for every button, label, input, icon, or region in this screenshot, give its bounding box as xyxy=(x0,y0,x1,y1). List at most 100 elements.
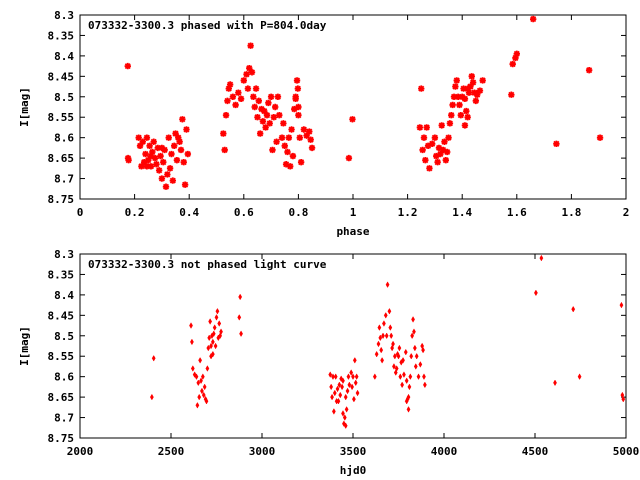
data-point xyxy=(200,387,204,395)
data-point xyxy=(529,15,537,23)
data-point xyxy=(138,163,145,170)
x-tick-label: 0.8 xyxy=(288,206,308,219)
data-point xyxy=(472,97,480,105)
y-tick-label: 8.45 xyxy=(48,309,75,322)
data-point xyxy=(411,316,415,323)
data-point xyxy=(237,95,245,103)
data-point xyxy=(539,254,544,262)
data-point xyxy=(353,379,358,387)
y-tick-label: 8.3 xyxy=(54,248,74,261)
data-point xyxy=(213,342,218,350)
data-point xyxy=(147,163,155,170)
data-point xyxy=(406,406,411,413)
data-point xyxy=(418,85,425,92)
data-point xyxy=(202,383,207,391)
data-point xyxy=(398,373,403,380)
data-point xyxy=(392,352,397,360)
data-point xyxy=(342,420,346,427)
data-point xyxy=(400,381,405,389)
data-point xyxy=(259,118,267,125)
x-axis-ticks: 0 0.2 0.4 0.6 0.8 1 1.2 1.4 1.6 1.8 2 xyxy=(77,15,629,219)
data-point xyxy=(350,383,354,391)
data-point xyxy=(211,330,216,338)
data-point xyxy=(157,152,164,160)
x-tick-label: 0.2 xyxy=(125,206,145,219)
data-point xyxy=(248,69,256,76)
data-point xyxy=(239,330,243,338)
phased-light-curve-panel: 073332-3300.3 phased with P=804.0day pha… xyxy=(18,9,629,238)
data-point xyxy=(135,134,142,141)
data-point xyxy=(288,126,295,133)
y-axis-label: I[mag] xyxy=(18,326,31,366)
data-point xyxy=(416,373,421,380)
data-point xyxy=(423,381,427,389)
unphased-light-curve-panel: 073332-3300.3 not phased light curve hjd… xyxy=(18,248,639,477)
data-point xyxy=(571,305,576,313)
data-point xyxy=(179,116,186,123)
data-point xyxy=(282,161,290,168)
data-point xyxy=(342,414,347,421)
data-point xyxy=(255,97,263,105)
data-point xyxy=(414,352,419,360)
y-tick-label: 8.75 xyxy=(48,193,75,206)
data-point xyxy=(407,383,412,391)
data-point xyxy=(243,71,250,78)
y-tick-label: 8.7 xyxy=(54,173,74,186)
data-point xyxy=(149,148,156,156)
data-point xyxy=(265,99,272,107)
data-point xyxy=(431,134,439,141)
data-point xyxy=(295,111,302,119)
data-point xyxy=(408,373,413,380)
data-point xyxy=(158,175,166,182)
data-point xyxy=(421,346,425,354)
data-point xyxy=(352,357,357,364)
data-point xyxy=(296,134,303,141)
data-point xyxy=(306,128,313,135)
data-point xyxy=(139,138,146,145)
y-tick-label: 8.5 xyxy=(54,91,74,104)
data-point xyxy=(464,114,471,121)
data-point xyxy=(158,144,166,152)
data-point xyxy=(225,85,232,92)
y-tick-label: 8.7 xyxy=(54,412,74,425)
data-point xyxy=(412,344,417,352)
data-point xyxy=(441,138,448,145)
data-point xyxy=(343,422,348,430)
data-point xyxy=(453,77,460,84)
data-point xyxy=(184,150,192,158)
y-tick-label: 8.45 xyxy=(48,70,75,83)
data-point xyxy=(619,301,624,309)
x-tick-label: 1.2 xyxy=(398,206,418,219)
data-point xyxy=(469,79,477,86)
data-point xyxy=(146,142,153,150)
data-point xyxy=(226,81,234,88)
data-point xyxy=(345,387,350,395)
data-point xyxy=(456,101,463,109)
data-point xyxy=(263,111,271,119)
data-point xyxy=(232,101,239,109)
data-point xyxy=(435,144,443,152)
data-point xyxy=(194,373,199,380)
data-point xyxy=(454,93,462,100)
data-point xyxy=(274,93,282,100)
data-point xyxy=(291,105,298,113)
x-tick-label: 0.4 xyxy=(179,206,199,219)
x-tick-label: 1.8 xyxy=(561,206,581,219)
data-point xyxy=(349,369,354,376)
data-point xyxy=(293,77,301,84)
data-point xyxy=(349,116,356,123)
data-point xyxy=(210,350,215,358)
data-point xyxy=(345,154,353,162)
data-point xyxy=(355,389,360,397)
data-point xyxy=(438,122,445,129)
data-point xyxy=(377,324,382,331)
data-point xyxy=(424,142,432,150)
x-axis-ticks: 2000 2500 3000 3500 4000 4500 5000 xyxy=(67,254,639,458)
data-point xyxy=(262,124,269,131)
x-axis-label: phase xyxy=(336,225,369,238)
y-tick-label: 8.55 xyxy=(48,350,75,363)
data-point xyxy=(154,144,162,152)
data-point xyxy=(215,307,220,315)
y-tick-label: 8.35 xyxy=(48,268,75,281)
data-point xyxy=(124,62,131,70)
